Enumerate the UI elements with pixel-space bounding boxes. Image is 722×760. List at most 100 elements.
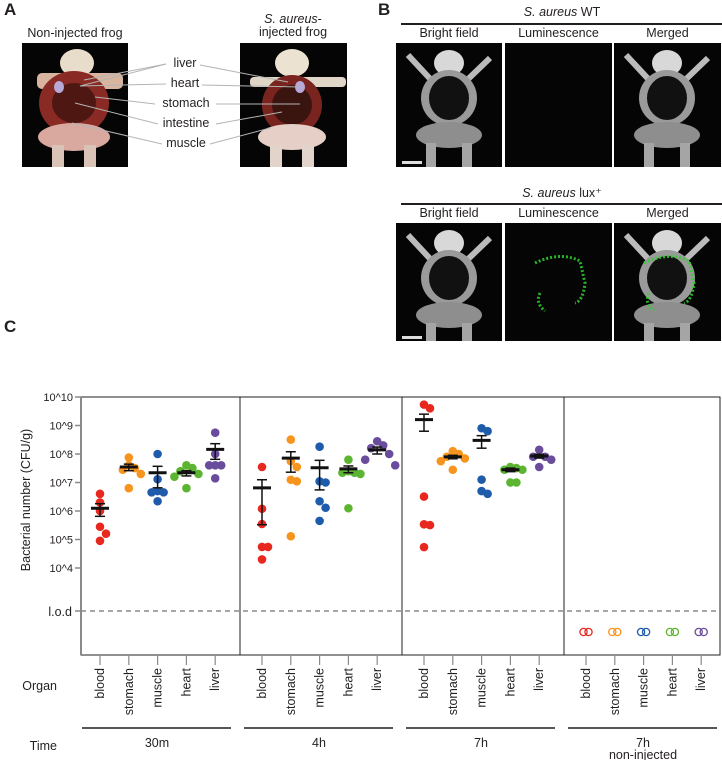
data-point-blood xyxy=(257,462,267,472)
data-point-heart xyxy=(194,469,203,479)
organ-tick-label: muscle xyxy=(313,668,327,708)
row-title-strain: lux⁺ xyxy=(575,186,602,200)
data-point-below-lod xyxy=(613,627,622,637)
organ-tick-label: stomach xyxy=(446,668,460,715)
frog-dissection-image xyxy=(250,49,346,167)
data-point-below-lod xyxy=(579,627,588,637)
y-tick-label: 10^5 xyxy=(49,535,73,547)
row-title-rule xyxy=(401,23,722,25)
data-point-muscle xyxy=(315,496,324,506)
data-point-liver xyxy=(390,461,400,470)
row-title-strain: WT xyxy=(577,5,601,19)
organ-label-muscle: muscle xyxy=(166,136,206,150)
data-point-blood xyxy=(263,542,273,552)
data-point-heart xyxy=(344,455,353,465)
data-point-stomach xyxy=(136,469,146,479)
merged-image xyxy=(614,43,721,167)
injected-frog-photo xyxy=(240,43,347,167)
organ-tick-label: muscle xyxy=(151,668,165,708)
data-point-blood xyxy=(425,404,435,413)
data-point-blood xyxy=(257,542,267,552)
luminescence-image xyxy=(505,43,612,167)
organ-tick-label: stomach xyxy=(284,668,298,715)
data-point-blood xyxy=(257,555,267,564)
data-point-muscle xyxy=(153,496,162,506)
injected-title-species: S. aureus xyxy=(264,12,318,26)
data-point-blood xyxy=(101,529,111,538)
scale-bar xyxy=(402,336,422,339)
organ-tick-label: heart xyxy=(665,667,679,696)
data-point-stomach xyxy=(292,477,302,486)
data-point-muscle xyxy=(321,503,330,513)
row-title-species: S. aureus xyxy=(523,5,578,19)
organ-label-liver: liver xyxy=(173,56,197,70)
injected-title-dash: - xyxy=(317,12,322,26)
organ-tick-label: muscle xyxy=(475,668,489,708)
data-point-stomach xyxy=(286,531,296,541)
bright-field-image xyxy=(396,223,502,341)
time-label: 7h xyxy=(636,736,650,750)
bacterial-number-chart: 10^10 10^9 10^8 10^7 10^6 10^5 10^4 l.o.d Organ T… xyxy=(22,392,721,760)
data-point-below-lod xyxy=(670,627,680,637)
data-point-stomach xyxy=(124,453,134,462)
data-point-blood xyxy=(95,489,105,499)
bright-field-image xyxy=(396,43,502,167)
data-point-muscle xyxy=(477,475,486,484)
organ-label-stomach: stomach xyxy=(162,96,210,110)
time-axis-label: Time xyxy=(30,739,57,753)
panel-c-label: C xyxy=(4,317,17,336)
y-tick-label: 10^7 xyxy=(49,478,73,490)
column-label: Merged xyxy=(646,206,689,220)
column-label: Merged xyxy=(646,26,689,40)
y-tick-label: 10^9 xyxy=(49,421,73,433)
organ-tick-label: liver xyxy=(208,668,222,691)
y-tick-label: 10^8 xyxy=(49,449,73,461)
organ-tick-label: blood xyxy=(579,668,593,699)
data-point-heart xyxy=(344,503,353,513)
data-point-muscle xyxy=(153,449,162,459)
organ-tick-label: heart xyxy=(503,667,517,696)
organ-tick-label: liver xyxy=(694,668,708,691)
data-point-below-lod xyxy=(665,627,675,637)
time-label: 7h xyxy=(474,736,488,750)
data-point-heart xyxy=(512,478,521,487)
data-point-liver xyxy=(360,455,370,465)
data-point-liver xyxy=(534,445,544,455)
row-title-rule xyxy=(401,203,722,205)
data-point-heart xyxy=(506,478,515,487)
data-point-blood xyxy=(95,522,105,532)
organ-tick-label: liver xyxy=(532,668,546,691)
data-point-heart xyxy=(182,483,191,493)
y-tick-label: 10^10 xyxy=(43,392,73,404)
time-label: 30m xyxy=(145,736,169,750)
panel-a-label: A xyxy=(4,0,17,19)
data-point-below-lod xyxy=(699,627,708,637)
data-point-heart xyxy=(338,468,347,478)
data-point-stomach xyxy=(436,456,446,466)
organ-tick-label: blood xyxy=(417,668,431,699)
data-point-blood xyxy=(419,542,429,552)
data-point-liver xyxy=(204,461,214,470)
data-point-muscle xyxy=(159,488,168,497)
organ-tick-label: stomach xyxy=(608,668,622,715)
organ-tick-label: heart xyxy=(179,667,193,696)
data-point-muscle xyxy=(147,488,156,497)
data-point-blood xyxy=(95,498,105,507)
organ-tick-label: stomach xyxy=(122,668,136,715)
data-point-stomach xyxy=(460,454,470,463)
column-label: Bright field xyxy=(419,206,479,220)
panel-b-row-title: S. aureus lux⁺ xyxy=(522,185,602,200)
non-injected-frog-title: Non-injected frog xyxy=(27,26,123,40)
data-point-stomach xyxy=(292,462,302,472)
data-point-muscle xyxy=(315,516,324,526)
organ-label-heart: heart xyxy=(170,76,200,90)
data-point-liver xyxy=(384,449,394,459)
y-tick-label: 10^4 xyxy=(49,563,73,575)
organ-tick-label: heart xyxy=(341,667,355,696)
data-point-liver xyxy=(210,428,220,437)
data-point-liver xyxy=(534,462,544,472)
data-point-stomach xyxy=(124,483,134,493)
panel-b-label: B xyxy=(378,0,391,19)
organ-axis-label: Organ xyxy=(22,679,57,693)
organ-label-intestine: intestine xyxy=(162,116,210,130)
